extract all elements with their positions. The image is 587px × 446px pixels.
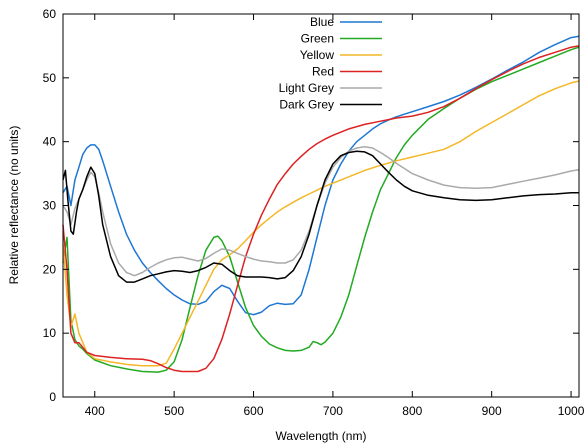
y-tick-label: 10: [43, 326, 57, 340]
series-line-light-grey: [62, 146, 580, 277]
x-tick-label: 700: [323, 404, 343, 418]
legend-label: Light Grey: [279, 81, 334, 95]
legend-label: Red: [312, 65, 334, 79]
x-tick-label: 500: [164, 404, 184, 418]
x-tick-label: 800: [402, 404, 422, 418]
x-tick-label: 400: [85, 404, 105, 418]
legend: Blue Green Yellow Red Light Grey Dark Grey: [279, 15, 382, 112]
legend-label: Yellow: [300, 48, 335, 62]
legend-label: Dark Grey: [279, 98, 334, 112]
series-line-yellow: [62, 80, 580, 367]
x-axis-label: Wavelength (nm): [276, 429, 367, 443]
y-tick-label: 30: [43, 199, 57, 213]
series-line-blue: [62, 35, 580, 316]
x-axis: 400 500 600 700 800 900 1000: [85, 14, 585, 418]
legend-label: Green: [301, 32, 334, 46]
y-axis: 0 10 20 30 40 50 60: [43, 7, 579, 404]
x-tick-label: 900: [482, 404, 502, 418]
y-tick-label: 50: [43, 71, 57, 85]
series-line-green: [62, 46, 580, 373]
series-line-dark-grey: [62, 150, 579, 283]
series-lines: [62, 35, 580, 373]
y-tick-label: 60: [43, 7, 57, 21]
y-tick-label: 0: [49, 390, 56, 404]
x-tick-label: 1000: [558, 404, 585, 418]
y-tick-label: 20: [43, 262, 57, 276]
legend-label: Blue: [310, 15, 334, 29]
y-tick-label: 40: [43, 135, 57, 149]
y-axis-label: Relative reflectance (no units): [7, 126, 21, 285]
series-line-red: [62, 45, 580, 373]
x-tick-label: 600: [244, 404, 264, 418]
